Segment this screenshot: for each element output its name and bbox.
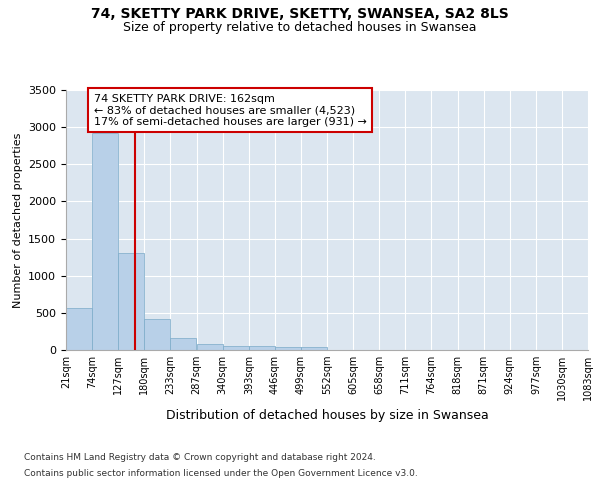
- Text: 74, SKETTY PARK DRIVE, SKETTY, SWANSEA, SA2 8LS: 74, SKETTY PARK DRIVE, SKETTY, SWANSEA, …: [91, 8, 509, 22]
- Bar: [223, 346, 249, 350]
- Bar: [249, 346, 275, 350]
- Text: 74 SKETTY PARK DRIVE: 162sqm
← 83% of detached houses are smaller (4,523)
17% of: 74 SKETTY PARK DRIVE: 162sqm ← 83% of de…: [94, 94, 367, 127]
- Text: Contains HM Land Registry data © Crown copyright and database right 2024.: Contains HM Land Registry data © Crown c…: [24, 454, 376, 462]
- Text: Distribution of detached houses by size in Swansea: Distribution of detached houses by size …: [166, 410, 488, 422]
- Text: Contains public sector information licensed under the Open Government Licence v3: Contains public sector information licen…: [24, 468, 418, 477]
- Bar: [170, 338, 196, 350]
- Y-axis label: Number of detached properties: Number of detached properties: [13, 132, 23, 308]
- Bar: [66, 308, 92, 350]
- Bar: [301, 348, 327, 350]
- Bar: [197, 344, 223, 350]
- Bar: [92, 133, 118, 350]
- Bar: [144, 319, 170, 350]
- Bar: [118, 252, 144, 350]
- Text: Size of property relative to detached houses in Swansea: Size of property relative to detached ho…: [123, 21, 477, 34]
- Bar: [275, 347, 301, 350]
